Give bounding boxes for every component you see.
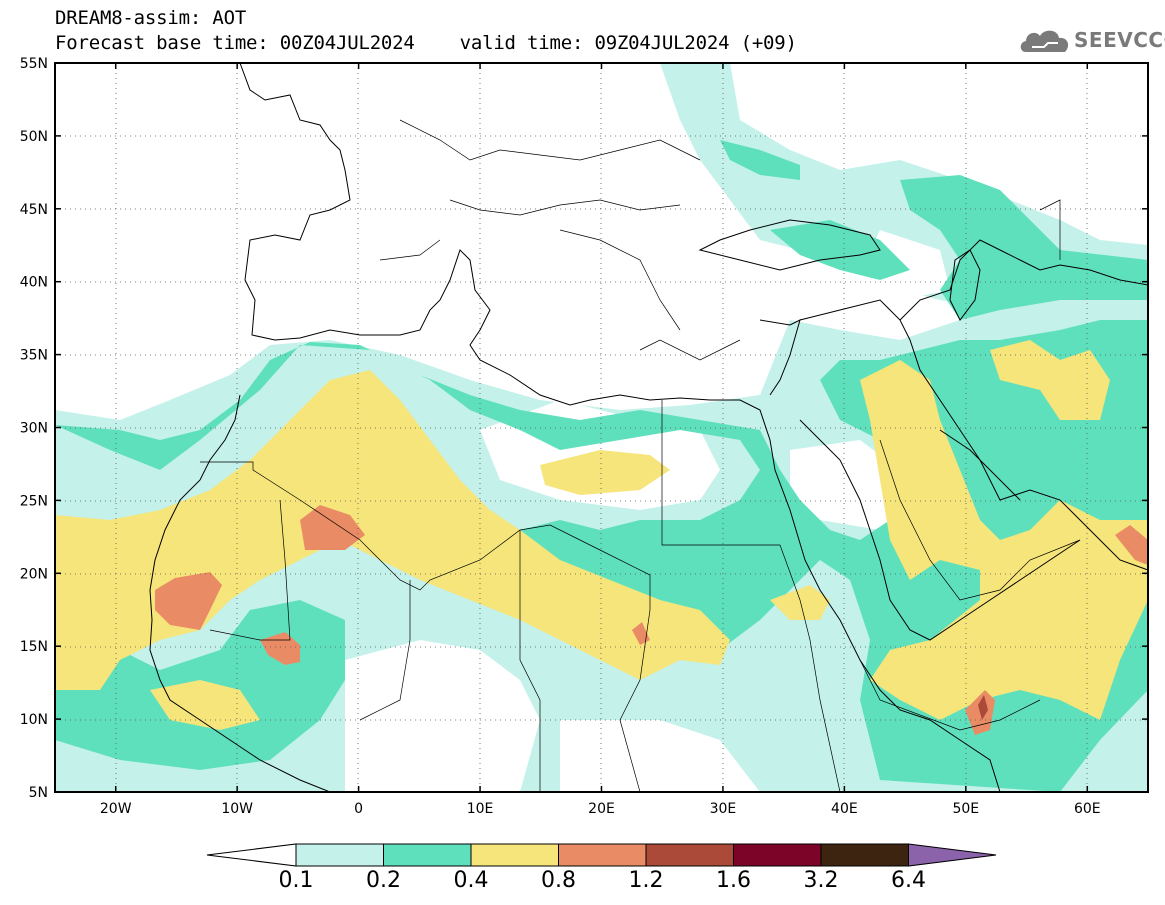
- colorbar-level-label: 6.4: [891, 868, 926, 893]
- lat-label: 10N: [20, 712, 48, 728]
- colorbar-swatch: [558, 843, 647, 867]
- colorbar-level-label: 0.1: [278, 868, 314, 893]
- colorbar-swatch: [645, 843, 734, 867]
- lat-label: 25N: [20, 493, 48, 509]
- lon-label: 60E: [1074, 801, 1101, 817]
- graticule: [55, 63, 1148, 792]
- lon-label: 40E: [831, 801, 858, 817]
- aot-level-1.2: [978, 695, 988, 720]
- lon-label: 10W: [221, 801, 253, 817]
- lat-label: 45N: [20, 202, 48, 218]
- lat-label: 15N: [20, 639, 48, 655]
- lon-label: 20W: [100, 801, 132, 817]
- colorbar-swatch: [295, 843, 384, 867]
- lat-label: 30N: [20, 421, 48, 437]
- lat-labels: 55N 50N 45N 40N 35N 30N 25N 20N 15N 10N 5N: [20, 56, 48, 801]
- colorbar-over-arrow: [908, 843, 997, 867]
- colorbar-swatch: [470, 843, 559, 867]
- country-borders: [200, 119, 1081, 792]
- colorbar-under-arrow: [206, 843, 297, 867]
- lat-label: 20N: [20, 566, 48, 582]
- map-title: DREAM8-assim: AOT: [55, 7, 247, 29]
- lon-label: 20E: [588, 801, 615, 817]
- colorbar-swatch: [820, 843, 909, 867]
- lon-label: 10E: [467, 801, 494, 817]
- colorbar-level-label: 0.8: [541, 868, 576, 893]
- lon-labels: 20W 10W 0 10E 20E 30E 40E 50E 60E: [100, 801, 1101, 817]
- lat-label: 35N: [20, 348, 48, 364]
- colorbar-level-label: 1.6: [716, 868, 751, 893]
- logo-text: SEEVCCC: [1074, 28, 1165, 52]
- colorbar: [206, 843, 997, 867]
- lat-label: 55N: [20, 56, 48, 72]
- colorbar-level-label: 0.4: [453, 868, 489, 893]
- forecast-times: Forecast base time: 00Z04JUL2024 valid t…: [55, 32, 797, 54]
- lon-label: 50E: [952, 801, 979, 817]
- coastlines: [149, 63, 1148, 792]
- lat-label: 40N: [20, 275, 48, 291]
- lon-label: 0: [354, 801, 363, 817]
- colorbar-level-label: 0.2: [366, 868, 401, 893]
- colorbar-swatch: [383, 843, 472, 867]
- colorbar-level-label: 1.2: [628, 868, 664, 893]
- colorbar-level-label: 3.2: [803, 868, 839, 893]
- axis-ticks: [55, 62, 1148, 793]
- colorbar-swatch: [733, 843, 822, 867]
- lat-label: 50N: [20, 129, 48, 145]
- lon-label: 30E: [710, 801, 737, 817]
- aot-field: [55, 63, 1148, 792]
- aot-level-0.4: [55, 340, 1148, 730]
- cloud-icon: [1020, 30, 1069, 52]
- lat-label: 5N: [29, 785, 48, 801]
- seevccc-logo: SEEVCCC: [1018, 22, 1165, 58]
